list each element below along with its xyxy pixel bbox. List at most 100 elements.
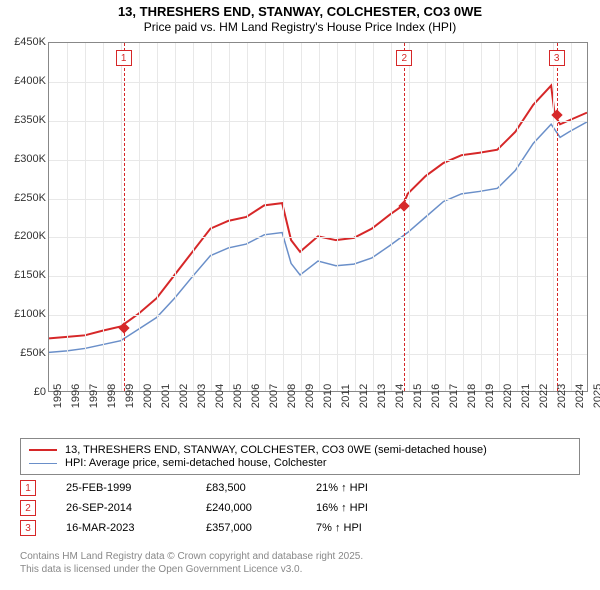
transaction-row: 316-MAR-2023£357,0007% ↑ HPI <box>20 518 580 538</box>
gridline-h <box>49 121 587 122</box>
legend-row-price-paid: 13, THRESHERS END, STANWAY, COLCHESTER, … <box>29 444 571 456</box>
chart-title-block: 13, THRESHERS END, STANWAY, COLCHESTER, … <box>0 0 600 34</box>
gridline-v <box>175 43 176 391</box>
y-tick-label: £250K <box>14 192 46 204</box>
gridline-v <box>571 43 572 391</box>
legend-swatch-hpi <box>29 463 57 464</box>
marker-line <box>404 43 405 391</box>
x-tick-label: 1996 <box>70 384 82 408</box>
gridline-v <box>337 43 338 391</box>
transaction-date: 26-SEP-2014 <box>66 502 206 514</box>
x-tick-label: 2013 <box>376 384 388 408</box>
transaction-date: 25-FEB-1999 <box>66 482 206 494</box>
gridline-v <box>517 43 518 391</box>
chart-lines-svg <box>49 43 587 391</box>
x-tick-label: 2024 <box>574 384 586 408</box>
marker-number-box: 2 <box>396 50 412 66</box>
transaction-pct: 21% ↑ HPI <box>316 482 436 494</box>
x-tick-label: 2010 <box>322 384 334 408</box>
transaction-pct: 16% ↑ HPI <box>316 502 436 514</box>
gridline-h <box>49 315 587 316</box>
x-tick-label: 2001 <box>160 384 172 408</box>
footer-line1: Contains HM Land Registry data © Crown c… <box>20 550 363 563</box>
x-tick-label: 2000 <box>142 384 154 408</box>
x-tick-label: 2015 <box>412 384 424 408</box>
gridline-v <box>463 43 464 391</box>
y-tick-label: £450K <box>14 36 46 48</box>
gridline-v <box>139 43 140 391</box>
gridline-v <box>211 43 212 391</box>
x-tick-label: 2022 <box>538 384 550 408</box>
y-tick-label: £400K <box>14 75 46 87</box>
y-tick-label: £350K <box>14 114 46 126</box>
chart-title-line2: Price paid vs. HM Land Registry's House … <box>0 20 600 34</box>
x-tick-label: 2002 <box>178 384 190 408</box>
gridline-v <box>355 43 356 391</box>
gridline-v <box>391 43 392 391</box>
chart-title-line1: 13, THRESHERS END, STANWAY, COLCHESTER, … <box>0 4 600 19</box>
y-tick-label: £150K <box>14 269 46 281</box>
y-tick-label: £100K <box>14 308 46 320</box>
transaction-price: £357,000 <box>206 522 316 534</box>
x-tick-label: 2018 <box>466 384 478 408</box>
gridline-v <box>481 43 482 391</box>
marker-line <box>557 43 558 391</box>
marker-number-box: 3 <box>549 50 565 66</box>
gridline-v <box>229 43 230 391</box>
x-tick-label: 2014 <box>394 384 406 408</box>
gridline-v <box>427 43 428 391</box>
x-tick-label: 1995 <box>52 384 64 408</box>
gridline-v <box>157 43 158 391</box>
gridline-v <box>301 43 302 391</box>
transaction-row: 125-FEB-1999£83,50021% ↑ HPI <box>20 478 580 498</box>
y-tick-label: £50K <box>20 347 46 359</box>
gridline-v <box>535 43 536 391</box>
gridline-h <box>49 237 587 238</box>
footer-line2: This data is licensed under the Open Gov… <box>20 563 363 576</box>
x-tick-label: 2020 <box>502 384 514 408</box>
legend-label-price-paid: 13, THRESHERS END, STANWAY, COLCHESTER, … <box>65 444 487 456</box>
x-tick-label: 2007 <box>268 384 280 408</box>
gridline-v <box>319 43 320 391</box>
x-tick-label: 2019 <box>484 384 496 408</box>
x-tick-label: 2023 <box>556 384 568 408</box>
series-line-price_paid <box>49 86 587 339</box>
x-tick-label: 2003 <box>196 384 208 408</box>
x-tick-label: 2017 <box>448 384 460 408</box>
legend-swatch-price-paid <box>29 449 57 451</box>
x-tick-label: 1998 <box>106 384 118 408</box>
x-tick-label: 2005 <box>232 384 244 408</box>
transaction-number-box: 3 <box>20 520 36 536</box>
legend-label-hpi: HPI: Average price, semi-detached house,… <box>65 457 327 469</box>
transaction-date: 16-MAR-2023 <box>66 522 206 534</box>
y-tick-label: £300K <box>14 153 46 165</box>
legend-row-hpi: HPI: Average price, semi-detached house,… <box>29 457 571 469</box>
gridline-h <box>49 199 587 200</box>
gridline-v <box>103 43 104 391</box>
gridline-v <box>247 43 248 391</box>
x-tick-label: 2011 <box>340 384 352 408</box>
marker-number-box: 1 <box>116 50 132 66</box>
gridline-h <box>49 82 587 83</box>
gridline-v <box>553 43 554 391</box>
x-tick-label: 2021 <box>520 384 532 408</box>
gridline-h <box>49 160 587 161</box>
gridline-v <box>445 43 446 391</box>
gridline-v <box>373 43 374 391</box>
x-tick-label: 2008 <box>286 384 298 408</box>
y-tick-label: £200K <box>14 230 46 242</box>
x-tick-label: 2016 <box>430 384 442 408</box>
gridline-v <box>409 43 410 391</box>
x-tick-label: 1999 <box>124 384 136 408</box>
gridline-v <box>265 43 266 391</box>
transaction-price: £240,000 <box>206 502 316 514</box>
transaction-number-box: 2 <box>20 500 36 516</box>
x-tick-label: 2006 <box>250 384 262 408</box>
gridline-v <box>121 43 122 391</box>
marker-diamond-icon <box>118 322 129 333</box>
footer-attribution: Contains HM Land Registry data © Crown c… <box>20 550 363 576</box>
x-tick-label: 2004 <box>214 384 226 408</box>
transactions-table: 125-FEB-1999£83,50021% ↑ HPI 2 26-SEP-2014… <box>20 478 580 538</box>
gridline-v <box>283 43 284 391</box>
transaction-row: 2 26-SEP-2014£240,00016% ↑ HPI <box>20 498 580 518</box>
